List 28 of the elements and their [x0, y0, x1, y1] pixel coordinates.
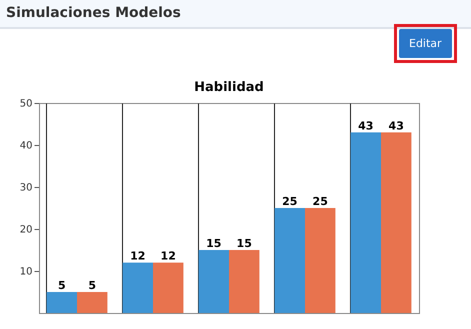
- y-tick-label: 40: [20, 140, 32, 152]
- bar: [274, 208, 305, 313]
- bar: [46, 292, 77, 313]
- data-label: 12: [160, 250, 176, 263]
- bar: [153, 262, 184, 313]
- data-label: 25: [282, 195, 298, 208]
- data-label: 25: [312, 195, 328, 208]
- y-tick-label: 20: [20, 224, 32, 236]
- data-label: 15: [236, 237, 252, 250]
- bar: [122, 262, 153, 313]
- data-label: 5: [88, 279, 96, 292]
- data-label: 43: [358, 119, 374, 132]
- data-label: 5: [58, 279, 66, 292]
- bar: [305, 208, 336, 313]
- chart-title: Habilidad: [194, 80, 264, 95]
- bar: [229, 250, 260, 313]
- text: Simulaciones Modelos: [0, 0, 471, 29]
- y-tick-label: 10: [20, 266, 32, 278]
- data-label: 15: [206, 237, 222, 250]
- button-outline: Editar: [394, 24, 457, 63]
- bar: [198, 250, 229, 313]
- y-tick-label: 50: [20, 98, 32, 110]
- bar: [350, 132, 381, 313]
- y-tick-label: 30: [20, 182, 32, 194]
- data-label: 43: [388, 119, 404, 132]
- bar: [77, 292, 108, 313]
- bar: [381, 132, 412, 313]
- data-label: 12: [130, 250, 146, 263]
